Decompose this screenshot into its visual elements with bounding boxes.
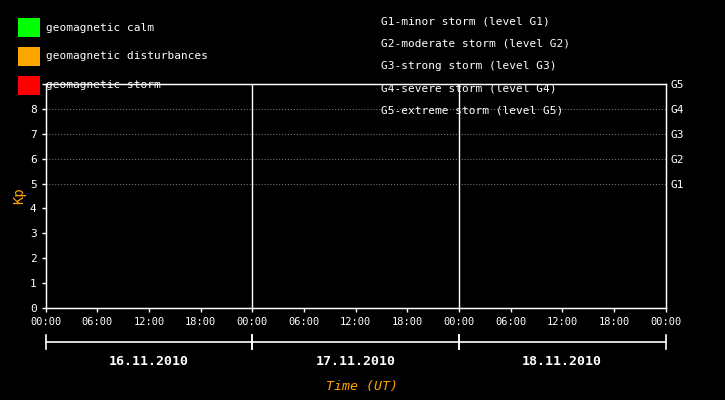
Text: 18.11.2010: 18.11.2010 <box>522 355 602 368</box>
Y-axis label: Kp: Kp <box>12 188 25 204</box>
Text: 16.11.2010: 16.11.2010 <box>109 355 189 368</box>
Text: geomagnetic disturbances: geomagnetic disturbances <box>46 51 207 61</box>
Text: Time (UT): Time (UT) <box>326 380 399 393</box>
Text: G4-severe storm (level G4): G4-severe storm (level G4) <box>381 83 556 93</box>
Text: G5-extreme storm (level G5): G5-extreme storm (level G5) <box>381 106 563 116</box>
Text: G3-strong storm (level G3): G3-strong storm (level G3) <box>381 61 556 71</box>
Text: 17.11.2010: 17.11.2010 <box>315 355 396 368</box>
Text: geomagnetic calm: geomagnetic calm <box>46 22 154 33</box>
Text: G2-moderate storm (level G2): G2-moderate storm (level G2) <box>381 38 570 48</box>
Text: G1-minor storm (level G1): G1-minor storm (level G1) <box>381 16 550 26</box>
Text: geomagnetic storm: geomagnetic storm <box>46 80 160 90</box>
